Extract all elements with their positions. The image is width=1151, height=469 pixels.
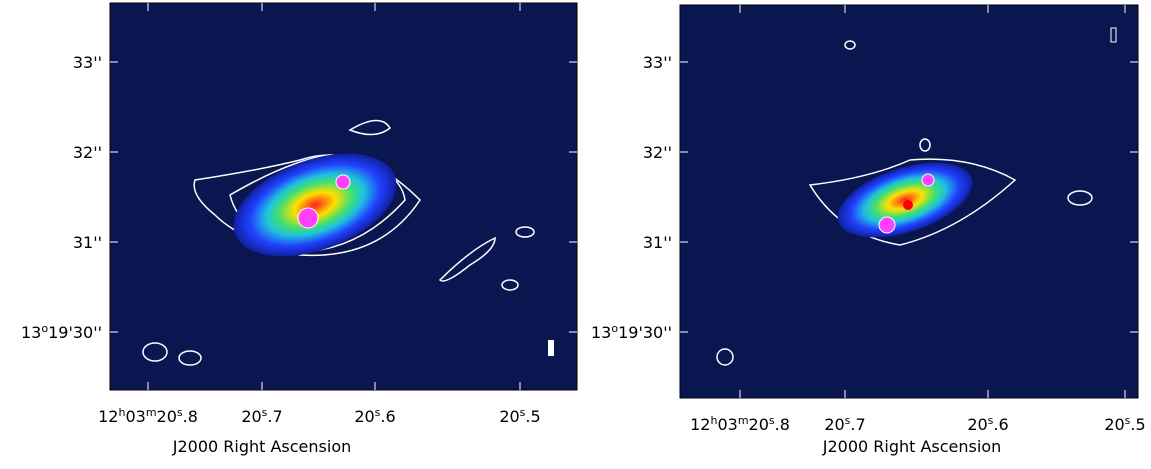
label-part: 20: [967, 415, 987, 434]
label-part: .6: [993, 415, 1008, 434]
tick-label: 31'': [73, 233, 102, 252]
label-part: .6: [380, 407, 395, 426]
label-part: .7: [850, 415, 865, 434]
label-part: 13: [21, 323, 41, 342]
label-part: 33'': [73, 53, 102, 72]
label-part: s: [375, 406, 381, 419]
x-axis-label: J2000 Right Ascension: [172, 437, 352, 456]
tick-label: 32'': [73, 143, 102, 162]
label-part: 31'': [643, 233, 672, 252]
label-part: 12: [690, 415, 710, 434]
label-part: 12: [98, 407, 118, 426]
tick-label: 20s.7: [241, 406, 282, 427]
label-part: s: [177, 406, 183, 419]
label-part: 19'30'': [48, 323, 102, 342]
label-part: .5: [525, 407, 540, 426]
tick-label: 31'': [643, 233, 672, 252]
label-part: s: [520, 406, 526, 419]
tick-label: 12h03m20s.8: [98, 406, 198, 427]
label-part: o: [41, 322, 48, 335]
label-part: s: [988, 414, 994, 427]
label-part: s: [769, 414, 775, 427]
label-part: s: [262, 406, 268, 419]
label-part: 20: [749, 415, 769, 434]
tick-label: 20s.5: [499, 406, 540, 427]
label-part: 03: [125, 407, 145, 426]
label-part: 19'30'': [618, 323, 672, 342]
tick-label: 12h03m20s.8: [690, 414, 790, 435]
label-part: 20: [354, 407, 374, 426]
label-part: 32'': [643, 143, 672, 162]
tick-label: 13o19'30'': [21, 322, 102, 343]
tick-label: 32'': [643, 143, 672, 162]
label-part: s: [1125, 414, 1131, 427]
label-part: 20: [499, 407, 519, 426]
tick-label: 20s.6: [967, 414, 1008, 435]
label-part: .8: [775, 415, 790, 434]
tick-label: 20s.7: [824, 414, 865, 435]
label-part: .7: [267, 407, 282, 426]
label-part: .5: [1130, 415, 1145, 434]
tick-label: 33'': [643, 53, 672, 72]
label-part: m: [738, 414, 749, 427]
label-part: 32'': [73, 143, 102, 162]
label-part: 03: [717, 415, 737, 434]
panel-left-image: [109, 2, 578, 391]
panel-right-image: [679, 4, 1139, 399]
tick-label: 20s.6: [354, 406, 395, 427]
tick-label: 20s.5: [1104, 414, 1145, 435]
label-part: .8: [183, 407, 198, 426]
tick-label: 13o19'30'': [591, 322, 672, 343]
label-part: 33'': [643, 53, 672, 72]
label-part: h: [118, 406, 125, 419]
tick-label: 33'': [73, 53, 102, 72]
label-part: 20: [241, 407, 261, 426]
label-part: 13: [591, 323, 611, 342]
x-axis-label: J2000 Right Ascension: [822, 437, 1002, 456]
label-part: s: [845, 414, 851, 427]
label-part: 20: [824, 415, 844, 434]
label-part: m: [146, 406, 157, 419]
label-part: h: [710, 414, 717, 427]
label-part: o: [611, 322, 618, 335]
label-part: 20: [157, 407, 177, 426]
label-part: 31'': [73, 233, 102, 252]
label-part: 20: [1104, 415, 1124, 434]
